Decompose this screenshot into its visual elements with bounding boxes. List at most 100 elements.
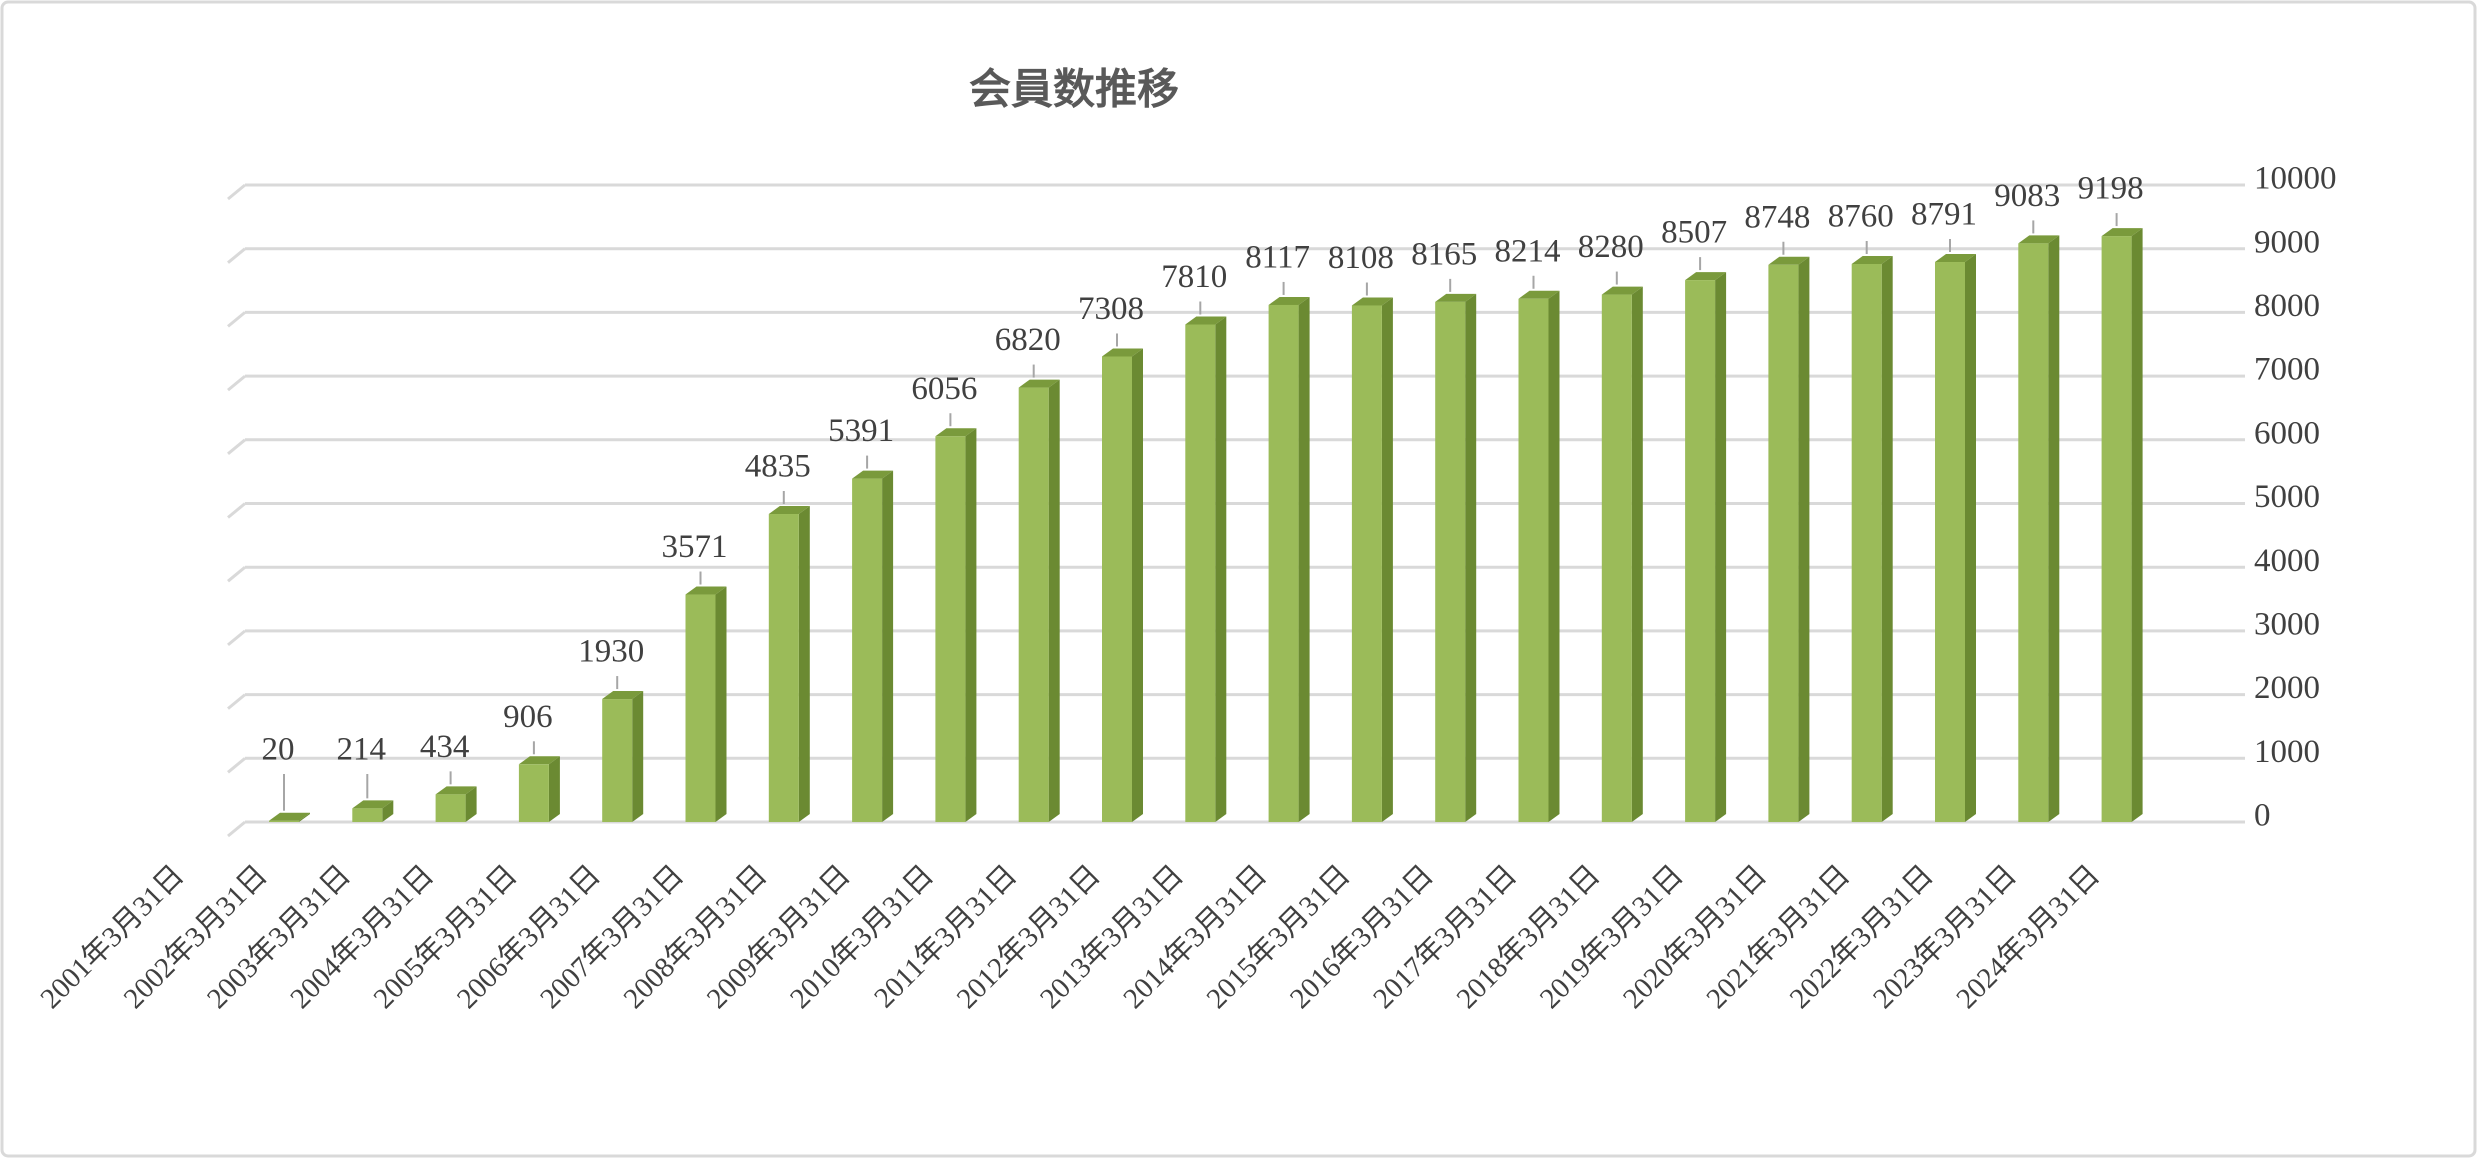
bar-top bbox=[1268, 296, 1310, 305]
bar-top bbox=[269, 812, 310, 821]
bar-side bbox=[1132, 348, 1143, 822]
bar bbox=[1935, 262, 1965, 822]
data-label: 1930 bbox=[578, 634, 644, 670]
bar-top bbox=[1685, 272, 1727, 281]
bar-side bbox=[632, 691, 644, 822]
bar-top bbox=[768, 506, 810, 515]
grid-line-depth bbox=[227, 438, 246, 455]
bar-top bbox=[1018, 379, 1060, 388]
bar-top bbox=[1351, 297, 1393, 306]
data-label: 3571 bbox=[662, 529, 728, 565]
bar-top bbox=[518, 756, 560, 765]
grid-line-depth bbox=[227, 629, 246, 647]
bar-top bbox=[1518, 290, 1560, 299]
bar-top bbox=[352, 800, 394, 809]
y-tick-label: 9000 bbox=[2254, 224, 2320, 260]
grid-line-depth bbox=[227, 693, 246, 710]
bar-top bbox=[2018, 235, 2060, 244]
bar bbox=[1851, 263, 1882, 822]
bar bbox=[1185, 324, 1216, 822]
y-tick-label: 5000 bbox=[2254, 479, 2320, 515]
data-label: 8507 bbox=[1661, 215, 1727, 251]
bar-side bbox=[2131, 228, 2143, 822]
bar bbox=[1601, 294, 1632, 823]
data-label: 434 bbox=[420, 729, 470, 765]
data-label: 8117 bbox=[1245, 240, 1310, 276]
y-tick-label: 0 bbox=[2254, 798, 2271, 834]
bar-side bbox=[798, 506, 810, 822]
y-tick-label: 10000 bbox=[2254, 161, 2337, 197]
data-label: 9198 bbox=[2078, 171, 2144, 207]
bar-side bbox=[882, 470, 894, 822]
bar bbox=[1518, 298, 1549, 822]
bar-side bbox=[465, 786, 477, 822]
data-label: 8214 bbox=[1495, 233, 1561, 269]
bar-top bbox=[602, 691, 644, 700]
bar-top bbox=[935, 428, 977, 437]
bar-side bbox=[1048, 379, 1060, 822]
bar bbox=[1102, 356, 1132, 822]
data-label: 6820 bbox=[995, 322, 1061, 358]
bar-top bbox=[1185, 316, 1227, 325]
bar bbox=[2018, 243, 2049, 822]
y-tick-label: 4000 bbox=[2254, 543, 2320, 579]
bar-side bbox=[1881, 255, 1893, 822]
bar-side bbox=[382, 800, 394, 822]
y-tick-label: 6000 bbox=[2254, 415, 2320, 451]
bar-top bbox=[1851, 255, 1893, 264]
y-tick-label: 3000 bbox=[2254, 606, 2320, 642]
data-label: 906 bbox=[503, 699, 553, 735]
bar bbox=[2101, 236, 2132, 822]
data-label: 8165 bbox=[1411, 236, 1477, 272]
bar-top bbox=[685, 586, 727, 595]
data-label: 8748 bbox=[1744, 199, 1810, 235]
bar bbox=[1685, 280, 1716, 822]
data-label: 4835 bbox=[745, 449, 811, 485]
bar-side bbox=[1548, 290, 1560, 822]
bar-top bbox=[1102, 348, 1143, 357]
data-label: 6056 bbox=[911, 371, 977, 407]
data-label: 8791 bbox=[1911, 197, 1977, 233]
bar-side bbox=[299, 812, 310, 822]
bar-side bbox=[1298, 296, 1310, 822]
data-label: 214 bbox=[337, 732, 387, 768]
y-tick-label: 8000 bbox=[2254, 288, 2320, 324]
bar bbox=[269, 820, 299, 822]
bar-side bbox=[1465, 293, 1477, 822]
bar-side bbox=[1798, 256, 1810, 822]
bar bbox=[352, 808, 383, 822]
data-label: 7308 bbox=[1078, 291, 1144, 327]
grid-line-depth bbox=[227, 247, 246, 264]
bar bbox=[852, 478, 883, 822]
bar-side bbox=[965, 428, 977, 822]
bar-top bbox=[435, 786, 477, 795]
bar-side bbox=[1965, 254, 1976, 822]
grid-line-depth bbox=[227, 820, 246, 838]
data-label: 9083 bbox=[1994, 178, 2060, 214]
bar bbox=[1018, 387, 1049, 822]
data-label: 5391 bbox=[828, 413, 894, 449]
bar bbox=[518, 764, 549, 822]
bar-side bbox=[548, 756, 560, 822]
grid-line-depth bbox=[227, 311, 246, 328]
chart-title: 会員数推移 bbox=[969, 65, 1179, 114]
bar bbox=[435, 794, 466, 822]
bar-side bbox=[2048, 235, 2060, 822]
bar bbox=[685, 594, 716, 822]
grid-line-depth bbox=[227, 502, 246, 519]
bar-side bbox=[1631, 286, 1643, 823]
bar bbox=[1435, 301, 1466, 822]
data-label: 8280 bbox=[1578, 229, 1644, 265]
bar bbox=[1268, 304, 1299, 822]
bar-side bbox=[715, 586, 727, 822]
y-tick-label: 1000 bbox=[2254, 734, 2320, 770]
grid-line-depth bbox=[227, 183, 246, 201]
bar-side bbox=[1715, 272, 1727, 822]
data-label: 7810 bbox=[1161, 259, 1227, 295]
y-tick-label: 7000 bbox=[2254, 352, 2320, 388]
bar-top bbox=[1768, 256, 1810, 265]
bar-top bbox=[1601, 286, 1643, 295]
bar-side bbox=[1381, 297, 1393, 822]
grid-line-depth bbox=[227, 374, 246, 392]
bar bbox=[935, 436, 966, 822]
